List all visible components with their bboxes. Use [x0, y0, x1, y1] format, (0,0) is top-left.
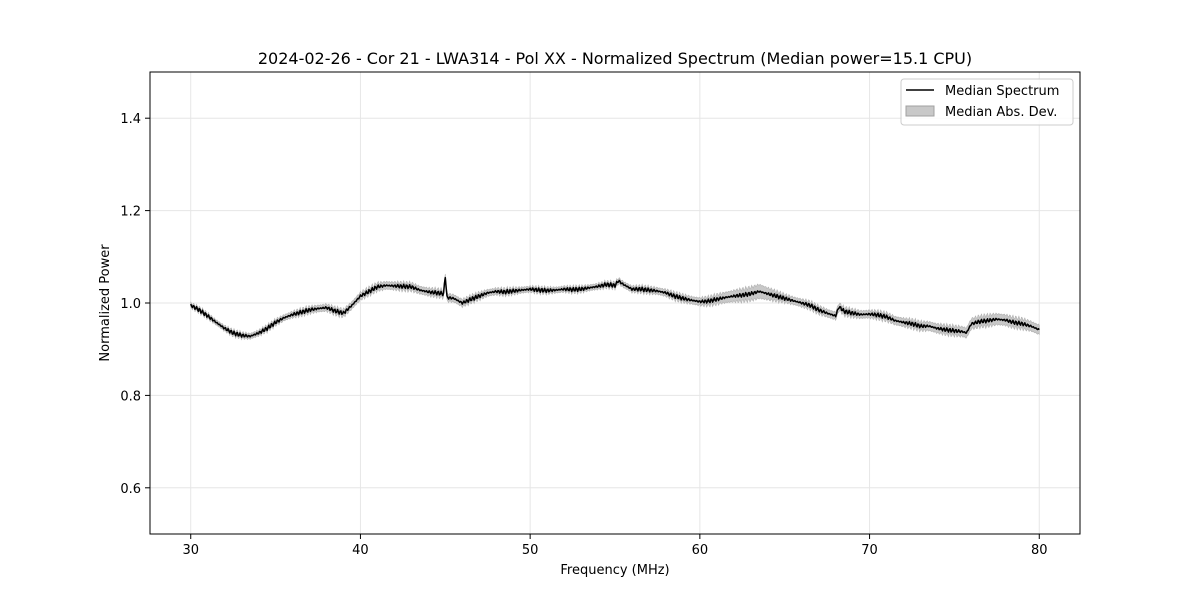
x-axis-ticks: 30 40 50 60 70 80: [182, 534, 1048, 558]
median-spectrum-line: [190, 276, 1040, 338]
x-tick-label: 30: [182, 543, 199, 558]
y-tick-label: 0.6: [120, 482, 141, 497]
x-tick-label: 60: [692, 543, 709, 558]
y-axis-ticks: 0.6 0.8 1.0 1.2 1.4: [120, 112, 150, 497]
y-axis-label: Normalized Power: [98, 244, 113, 362]
legend-label-median-spectrum: Median Spectrum: [945, 84, 1059, 99]
legend-band-swatch: [905, 105, 935, 117]
x-tick-label: 40: [352, 543, 369, 558]
x-tick-label: 50: [522, 543, 539, 558]
y-tick-label: 0.8: [120, 389, 141, 404]
x-tick-label: 70: [861, 543, 878, 558]
y-tick-label: 1.0: [120, 297, 141, 312]
y-tick-label: 1.4: [120, 112, 141, 127]
y-tick-label: 1.2: [120, 205, 141, 220]
chart-title: 2024-02-26 - Cor 21 - LWA314 - Pol XX - …: [258, 49, 972, 68]
legend-box: [900, 78, 1074, 126]
x-tick-label: 80: [1031, 543, 1048, 558]
median-line-layer: [190, 276, 1040, 338]
legend-label-median-abs-dev: Median Abs. Dev.: [945, 105, 1057, 120]
x-axis-label: Frequency (MHz): [560, 563, 669, 578]
legend: Median Spectrum Median Abs. Dev.: [900, 78, 1074, 126]
